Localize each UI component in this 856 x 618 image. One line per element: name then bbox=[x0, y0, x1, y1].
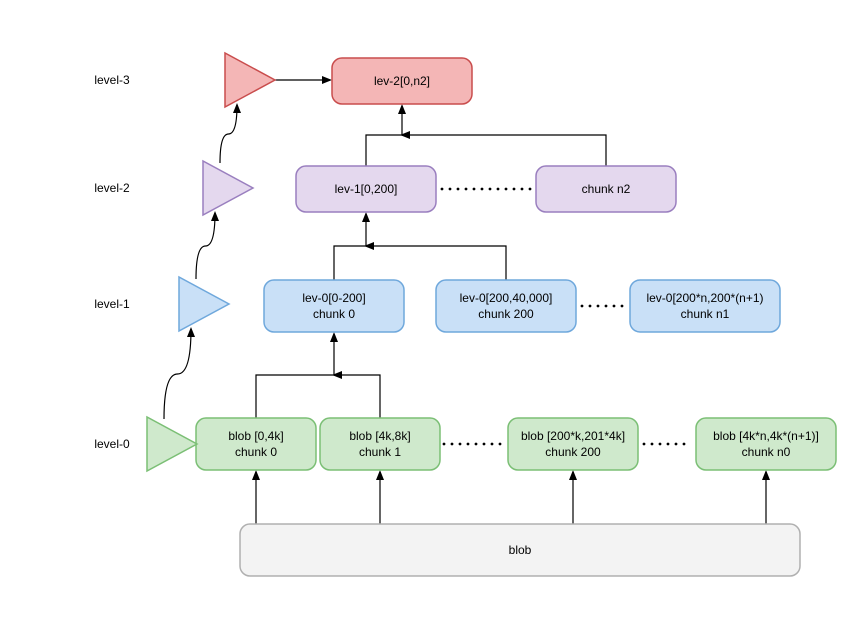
level-label: level-3 bbox=[94, 73, 130, 87]
triangle-t3 bbox=[225, 53, 275, 107]
level-label: level-0 bbox=[94, 437, 130, 451]
svg-text:chunk n1: chunk n1 bbox=[681, 307, 730, 321]
edge bbox=[366, 106, 402, 166]
svg-text:chunk 0: chunk 0 bbox=[313, 307, 355, 321]
svg-text:lev-2[0,n2]: lev-2[0,n2] bbox=[374, 74, 430, 88]
level-label: level-1 bbox=[94, 297, 130, 311]
node-lev2_b: chunk n2 bbox=[536, 166, 676, 212]
node-lev0_b: blob [4k,8k] chunk 1 bbox=[320, 418, 440, 470]
node-lev0_a: blob [0,4k] chunk 0 bbox=[196, 418, 316, 470]
svg-text:blob [4k,8k]: blob [4k,8k] bbox=[349, 429, 410, 443]
svg-text:chunk 0: chunk 0 bbox=[235, 445, 277, 459]
triangle-t0 bbox=[147, 417, 197, 471]
svg-text:chunk n0: chunk n0 bbox=[742, 445, 791, 459]
node-lev0_d: blob [4k*n,4k*(n+1)] chunk n0 bbox=[696, 418, 836, 470]
node-blob: blob bbox=[240, 524, 800, 576]
edge bbox=[196, 213, 215, 279]
triangle-t1 bbox=[179, 277, 229, 331]
node-lev0_c: blob [200*k,201*4k] chunk 200 bbox=[508, 418, 638, 470]
svg-text:blob [0,4k]: blob [0,4k] bbox=[228, 429, 283, 443]
edge bbox=[402, 135, 606, 166]
edge bbox=[334, 214, 366, 280]
svg-text:chunk 200: chunk 200 bbox=[545, 445, 601, 459]
triangle-t2 bbox=[203, 161, 253, 215]
svg-text:lev-0[200,40,000]: lev-0[200,40,000] bbox=[460, 291, 553, 305]
node-lev1_c: lev-0[200*n,200*(n+1) chunk n1 bbox=[630, 280, 780, 332]
node-lev3_root: lev-2[0,n2] bbox=[332, 58, 472, 104]
edge bbox=[256, 334, 334, 418]
svg-text:blob: blob bbox=[509, 543, 532, 557]
edge bbox=[164, 329, 191, 419]
node-lev2_a: lev-1[0,200] bbox=[296, 166, 436, 212]
node-lev1_a: lev-0[0-200] chunk 0 bbox=[264, 280, 404, 332]
node-lev1_b: lev-0[200,40,000] chunk 200 bbox=[436, 280, 576, 332]
svg-text:chunk n2: chunk n2 bbox=[582, 182, 631, 196]
svg-text:lev-0[200*n,200*(n+1): lev-0[200*n,200*(n+1) bbox=[646, 291, 763, 305]
svg-text:blob [4k*n,4k*(n+1)]: blob [4k*n,4k*(n+1)] bbox=[713, 429, 819, 443]
svg-text:chunk 1: chunk 1 bbox=[359, 445, 401, 459]
svg-text:lev-0[0-200]: lev-0[0-200] bbox=[302, 291, 365, 305]
level-label: level-2 bbox=[94, 181, 130, 195]
svg-text:lev-1[0,200]: lev-1[0,200] bbox=[335, 182, 398, 196]
edge bbox=[334, 375, 380, 418]
edge bbox=[366, 246, 506, 280]
svg-text:chunk 200: chunk 200 bbox=[478, 307, 534, 321]
edge bbox=[220, 105, 237, 163]
svg-text:blob [200*k,201*4k]: blob [200*k,201*4k] bbox=[521, 429, 625, 443]
